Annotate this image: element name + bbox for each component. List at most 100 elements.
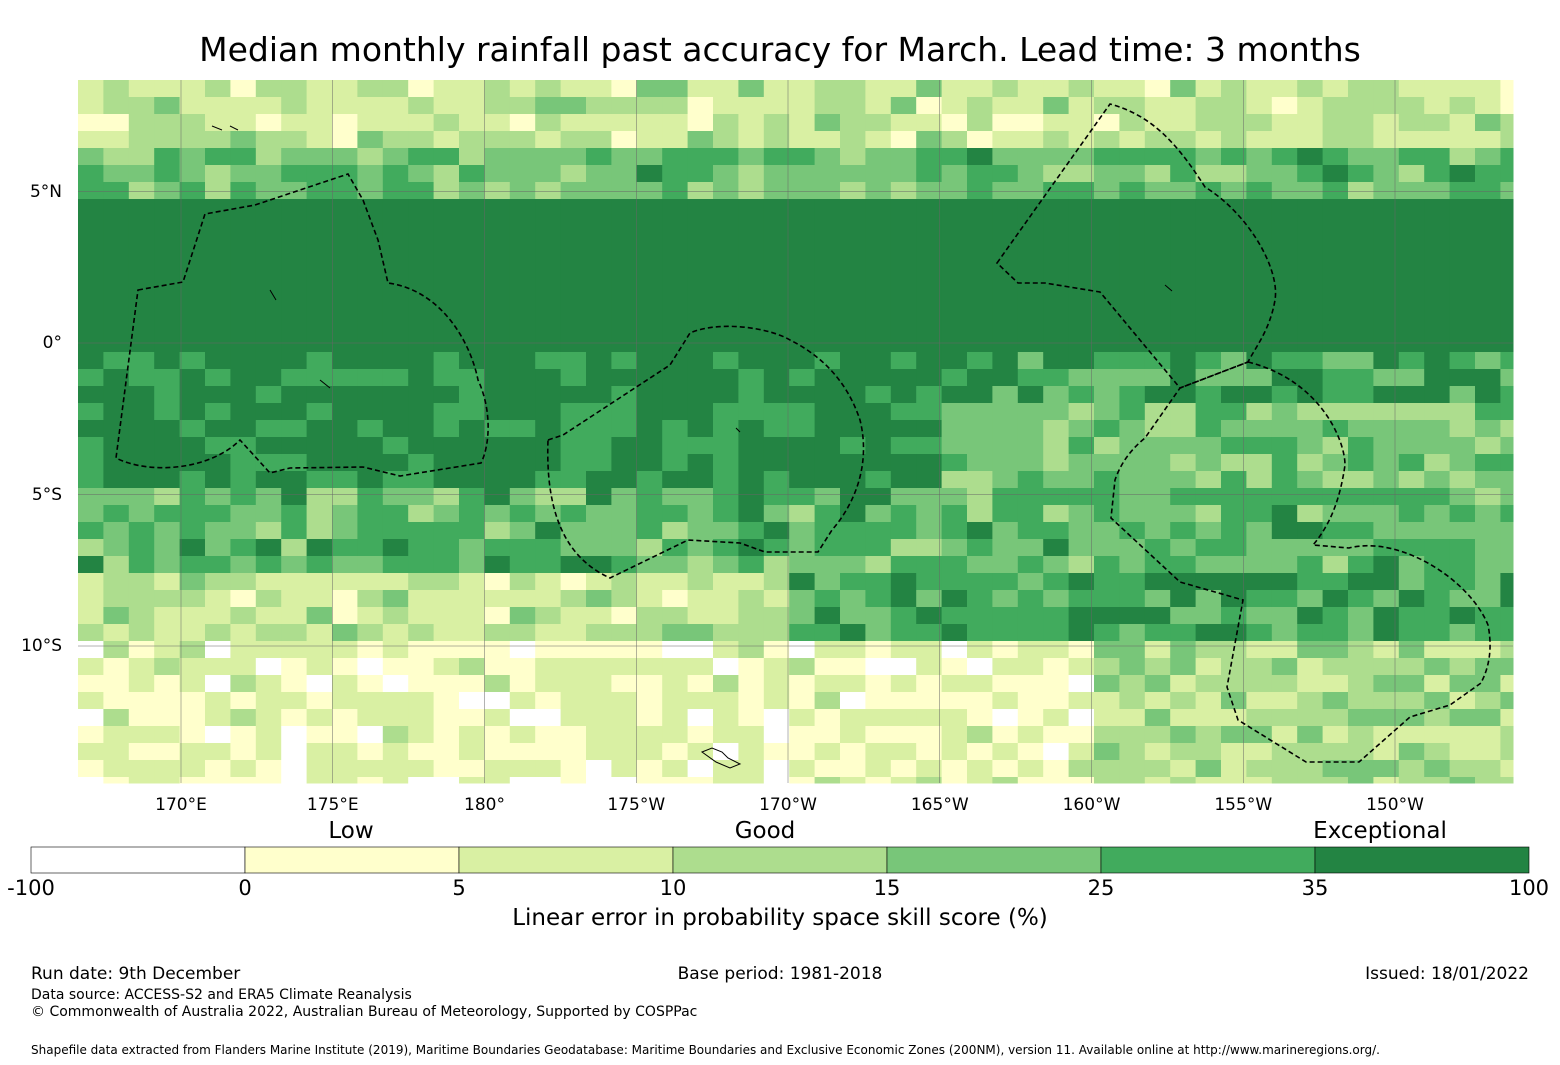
skill-cell bbox=[1017, 488, 1044, 506]
skill-cell bbox=[103, 284, 130, 302]
skill-cell bbox=[1043, 352, 1070, 370]
skill-cell bbox=[179, 760, 206, 778]
skill-cell bbox=[1271, 318, 1298, 336]
skill-cell bbox=[1373, 607, 1400, 625]
skill-cell bbox=[1170, 556, 1197, 574]
skill-cell bbox=[154, 505, 181, 523]
skill-cell bbox=[78, 522, 104, 540]
skill-cell bbox=[687, 250, 714, 268]
longitude-label: 170°W bbox=[759, 795, 817, 815]
skill-cell bbox=[154, 760, 181, 778]
skill-cell bbox=[230, 641, 257, 659]
skill-cell bbox=[179, 692, 206, 710]
skill-cell bbox=[1144, 505, 1171, 523]
skill-cell bbox=[1119, 233, 1146, 251]
skill-cell bbox=[941, 131, 968, 149]
skill-cell bbox=[916, 641, 943, 659]
skill-cell bbox=[1195, 539, 1222, 557]
skill-cell bbox=[281, 216, 308, 234]
skill-cell bbox=[687, 522, 714, 540]
skill-cell bbox=[128, 80, 155, 98]
skill-cell bbox=[332, 216, 358, 234]
skill-cell bbox=[1322, 318, 1349, 336]
skill-cell bbox=[789, 335, 816, 353]
skill-cell bbox=[992, 97, 1019, 115]
skill-cell bbox=[763, 182, 790, 200]
skill-cell bbox=[128, 131, 155, 149]
skill-cell bbox=[408, 216, 435, 234]
skill-cell bbox=[611, 471, 638, 489]
skill-cell bbox=[255, 709, 282, 727]
skill-cell bbox=[865, 216, 892, 234]
skill-cell bbox=[738, 437, 765, 455]
skill-cell bbox=[1424, 284, 1451, 302]
skill-cell bbox=[408, 556, 435, 574]
skill-cell bbox=[103, 216, 130, 234]
skill-cell bbox=[332, 131, 358, 149]
skill-cell bbox=[103, 539, 130, 557]
skill-cell bbox=[1170, 420, 1197, 438]
skill-cell bbox=[1144, 624, 1171, 642]
skill-cell bbox=[1043, 233, 1070, 251]
skill-cell bbox=[332, 505, 358, 523]
skill-cell bbox=[154, 352, 181, 370]
skill-cell bbox=[1094, 590, 1120, 608]
skill-cell bbox=[1500, 352, 1514, 370]
skill-cell bbox=[1500, 97, 1514, 115]
skill-cell bbox=[967, 386, 993, 404]
skill-cell bbox=[916, 335, 943, 353]
skill-cell bbox=[586, 607, 612, 625]
skill-cell bbox=[1475, 267, 1501, 285]
skill-cell bbox=[179, 199, 206, 217]
skill-cell bbox=[1297, 539, 1324, 557]
skill-cell bbox=[1195, 148, 1222, 166]
skill-cell bbox=[1017, 590, 1044, 608]
skill-cell bbox=[1297, 471, 1324, 489]
skill-cell bbox=[535, 335, 562, 353]
skill-cell bbox=[763, 641, 790, 659]
skill-cell bbox=[509, 726, 536, 744]
skill-cell bbox=[1221, 182, 1247, 200]
skill-cell bbox=[509, 590, 536, 608]
skill-cell bbox=[1449, 573, 1476, 591]
skill-cell bbox=[357, 301, 384, 319]
skill-cell bbox=[154, 267, 181, 285]
skill-cell bbox=[1322, 284, 1349, 302]
skill-cell bbox=[1094, 335, 1120, 353]
skill-cell bbox=[1373, 437, 1400, 455]
skill-cell bbox=[433, 726, 460, 744]
skill-cell bbox=[154, 471, 181, 489]
skill-cell bbox=[459, 624, 485, 642]
skill-cell bbox=[128, 607, 155, 625]
skill-cell bbox=[1068, 97, 1095, 115]
skill-cell bbox=[1119, 386, 1146, 404]
skill-cell bbox=[1271, 607, 1298, 625]
skill-cell bbox=[509, 369, 536, 387]
skill-cell bbox=[1119, 199, 1146, 217]
skill-cell bbox=[1221, 267, 1247, 285]
skill-cell bbox=[586, 131, 612, 149]
skill-cell bbox=[1297, 335, 1324, 353]
skill-cell bbox=[306, 556, 333, 574]
skill-cell bbox=[1424, 267, 1451, 285]
skill-cell bbox=[484, 641, 511, 659]
skill-cell bbox=[738, 80, 765, 98]
skill-cell bbox=[382, 624, 409, 642]
skill-cell bbox=[408, 80, 435, 98]
skill-cell bbox=[916, 454, 943, 472]
skill-cell bbox=[459, 488, 485, 506]
skill-cell bbox=[332, 335, 358, 353]
skill-cell bbox=[992, 607, 1019, 625]
skill-cell bbox=[967, 216, 993, 234]
skill-cell bbox=[1449, 607, 1476, 625]
skill-cell bbox=[281, 556, 308, 574]
skill-cell bbox=[408, 131, 435, 149]
skill-cell bbox=[1119, 760, 1146, 778]
skill-cell bbox=[763, 403, 790, 421]
skill-cell bbox=[662, 522, 689, 540]
skill-cell bbox=[814, 352, 841, 370]
skill-grid bbox=[78, 80, 1514, 784]
skill-cell bbox=[1017, 420, 1044, 438]
skill-cell bbox=[1475, 777, 1501, 784]
skill-cell bbox=[992, 641, 1019, 659]
